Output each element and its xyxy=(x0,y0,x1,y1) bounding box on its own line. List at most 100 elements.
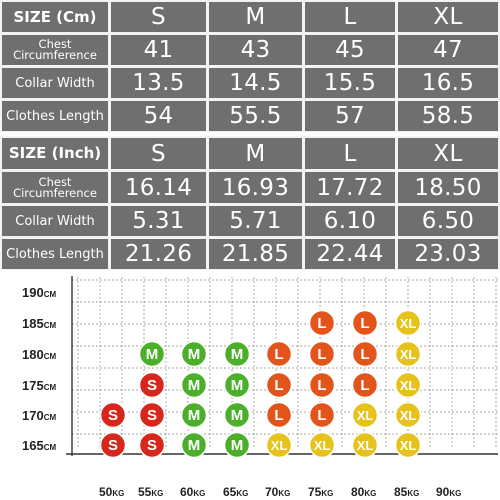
y-tick-label: 190CM xyxy=(22,285,56,300)
size-point: XL xyxy=(394,309,422,337)
y-tick-value: 190 xyxy=(22,285,44,300)
size-point-label: M xyxy=(188,407,201,424)
size-table-cm-header-row: SIZE (Cm) S M L XL xyxy=(0,2,500,32)
size-point-marker xyxy=(308,371,336,399)
size-point-marker xyxy=(180,371,208,399)
y-tick-unit: CM xyxy=(44,383,57,392)
size-point-label: M xyxy=(188,377,201,394)
size-point-marker xyxy=(138,371,166,399)
size-point: L xyxy=(308,340,336,368)
y-tick-value: 170 xyxy=(22,408,44,423)
table-cell: 16.5 xyxy=(398,68,498,98)
size-point-marker xyxy=(351,371,379,399)
size-point-label: L xyxy=(317,377,326,394)
size-point-label: S xyxy=(147,377,157,394)
y-tick-label: 180CM xyxy=(22,347,56,362)
size-table-inch-header-row: SIZE (Inch) S M L XL xyxy=(0,138,500,169)
size-point: M xyxy=(223,431,251,459)
size-point-marker xyxy=(394,401,422,429)
size-point: L xyxy=(265,371,293,399)
x-tick-value: 90 xyxy=(436,485,450,499)
size-point: XL xyxy=(394,401,422,429)
size-table-cm: SIZE (Cm) S M L XL Chest Circumference 4… xyxy=(0,0,500,132)
size-point: S xyxy=(138,401,166,429)
size-point-marker xyxy=(223,431,251,459)
size-point-marker xyxy=(308,431,336,459)
table-cell: 43 xyxy=(209,35,302,65)
size-point-marker xyxy=(351,309,379,337)
size-header-l: L xyxy=(305,138,395,169)
table-cell: 15.5 xyxy=(305,68,395,98)
table-cell: 58.5 xyxy=(398,101,498,131)
size-point-marker xyxy=(223,401,251,429)
size-point-marker xyxy=(138,401,166,429)
size-point-label: L xyxy=(274,407,283,424)
size-point: S xyxy=(99,431,127,459)
size-point-marker xyxy=(180,431,208,459)
size-point-marker xyxy=(394,371,422,399)
size-point: L xyxy=(351,309,379,337)
x-tick-unit: KG xyxy=(321,489,333,498)
size-point-label: S xyxy=(147,407,157,424)
size-table-inch-row-length: Clothes Length 21.26 21.85 22.44 23.03 xyxy=(0,239,500,269)
size-point-label: L xyxy=(274,377,283,394)
size-point-label: L xyxy=(360,377,369,394)
size-table-inch-header-label: SIZE (Inch) xyxy=(2,138,108,169)
table-cell: 54 xyxy=(111,101,206,131)
y-tick-unit: CM xyxy=(44,352,57,361)
size-point-label: XL xyxy=(400,378,417,393)
size-point-marker xyxy=(180,401,208,429)
x-tick-value: 60 xyxy=(180,485,194,499)
table-cell: 6.10 xyxy=(305,206,395,236)
size-table-cm-row-collar: Collar Width 13.5 14.5 15.5 16.5 xyxy=(0,68,500,98)
table-cell: 5.31 xyxy=(111,206,206,236)
size-table-cm-header-label: SIZE (Cm) xyxy=(2,2,108,32)
x-tick-value: 70 xyxy=(265,485,279,499)
table-cell: 5.71 xyxy=(209,206,302,236)
size-point-marker xyxy=(308,340,336,368)
size-point-label: XL xyxy=(400,408,417,423)
size-point: M xyxy=(180,340,208,368)
size-point: XL xyxy=(394,371,422,399)
size-point-marker xyxy=(138,431,166,459)
x-tick-value: 50 xyxy=(99,485,113,499)
x-tick-value: 80 xyxy=(351,485,365,499)
size-point: L xyxy=(351,340,379,368)
size-point-label: M xyxy=(146,346,159,363)
size-point-label: M xyxy=(231,437,244,454)
x-tick-unit: KG xyxy=(364,489,376,498)
size-point-marker xyxy=(265,431,293,459)
size-header-s: S xyxy=(111,138,206,169)
size-point: M xyxy=(180,371,208,399)
size-point: L xyxy=(265,340,293,368)
size-point: M xyxy=(223,371,251,399)
size-point: M xyxy=(223,401,251,429)
y-tick-label: 165CM xyxy=(22,438,56,453)
x-tick-unit: KG xyxy=(278,489,290,498)
size-point-label: XL xyxy=(400,316,417,331)
y-tick-label: 170CM xyxy=(22,408,56,423)
table-cell: 13.5 xyxy=(111,68,206,98)
size-point-marker xyxy=(351,431,379,459)
table-cell: 23.03 xyxy=(398,239,498,269)
size-point: XL xyxy=(394,431,422,459)
size-point: XL xyxy=(351,431,379,459)
size-point-marker xyxy=(265,371,293,399)
row-label: Collar Width xyxy=(2,206,108,236)
x-tick-value: 75 xyxy=(308,485,322,499)
size-point: L xyxy=(308,309,336,337)
size-point: S xyxy=(138,431,166,459)
size-point-marker xyxy=(351,401,379,429)
size-point: L xyxy=(308,401,336,429)
y-tick-value: 180 xyxy=(22,347,44,362)
size-point: L xyxy=(351,371,379,399)
x-tick-label: 55KG xyxy=(138,485,163,499)
x-tick-unit: KG xyxy=(112,489,124,498)
table-cell: 16.93 xyxy=(209,172,302,203)
size-point-marker xyxy=(223,340,251,368)
size-table-inch-row-chest: Chest Circumference 16.14 16.93 17.72 18… xyxy=(0,172,500,203)
table-cell: 45 xyxy=(305,35,395,65)
size-point-label: XL xyxy=(357,438,374,453)
y-tick-value: 185 xyxy=(22,316,44,331)
size-point-marker xyxy=(180,340,208,368)
